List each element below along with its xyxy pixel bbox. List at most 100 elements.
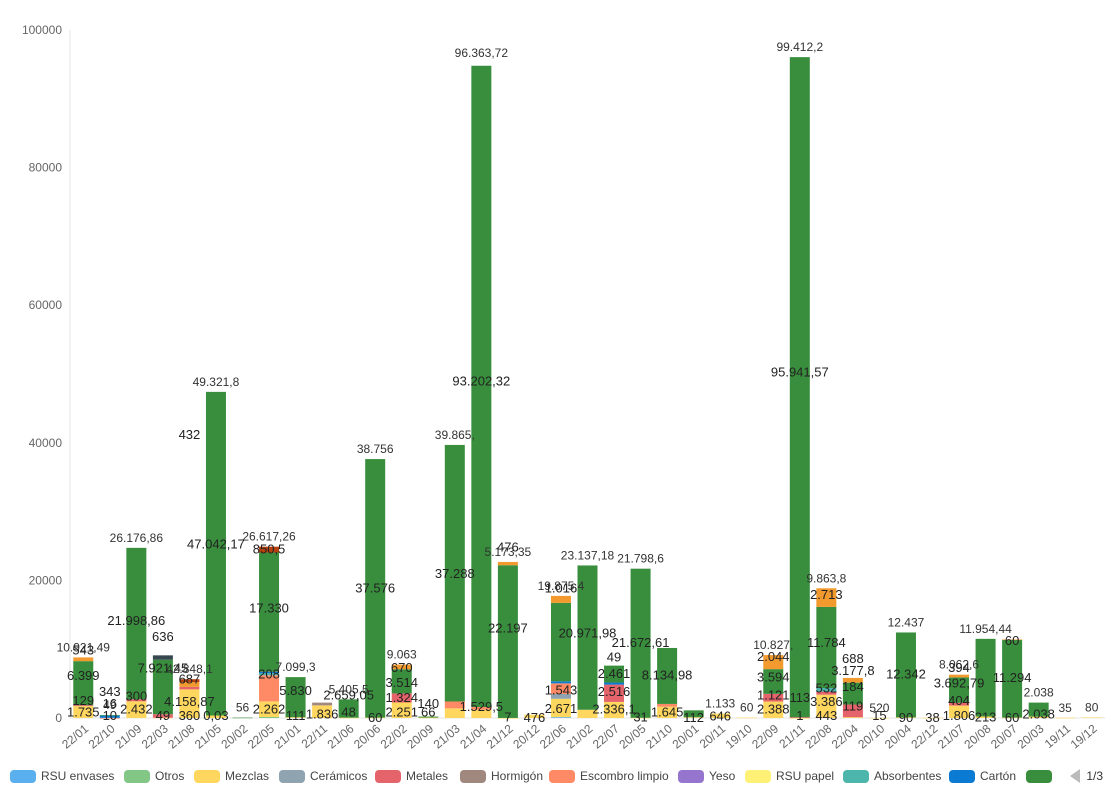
- bar-segment[interactable]: [604, 684, 625, 702]
- bar-segment[interactable]: [922, 717, 943, 719]
- legend-item[interactable]: RSU papel: [745, 764, 834, 788]
- bar-segment[interactable]: [949, 705, 970, 718]
- bar-segment[interactable]: [259, 673, 280, 676]
- bar-segment[interactable]: [126, 699, 147, 702]
- bar-segment[interactable]: [1028, 716, 1049, 718]
- bar-segment[interactable]: [789, 717, 810, 719]
- bar-segment[interactable]: [550, 595, 571, 603]
- bar-segment[interactable]: [1055, 717, 1076, 719]
- legend-item[interactable]: Absorbentes: [843, 764, 941, 788]
- bar-segment[interactable]: [418, 716, 439, 718]
- bar-segment[interactable]: [816, 691, 837, 695]
- bar-segment[interactable]: [657, 647, 678, 704]
- legend-item[interactable]: Mezclas: [194, 764, 269, 788]
- bar-segment[interactable]: [524, 714, 545, 718]
- bar-segment[interactable]: [816, 606, 837, 688]
- bar-segment[interactable]: [763, 655, 784, 670]
- bar-segment[interactable]: [391, 669, 412, 694]
- bar-segment[interactable]: [763, 701, 784, 718]
- bar-segment[interactable]: [1028, 702, 1049, 717]
- bar-segment[interactable]: [391, 664, 412, 670]
- bar-segment[interactable]: [259, 701, 280, 717]
- bar-segment[interactable]: [577, 565, 598, 710]
- bar-segment[interactable]: [736, 717, 757, 719]
- bar-segment[interactable]: [816, 694, 837, 718]
- bar-segment[interactable]: [869, 717, 890, 719]
- legend-item[interactable]: Metales: [375, 764, 448, 788]
- bar-segment[interactable]: [365, 717, 386, 719]
- bar-segment[interactable]: [497, 717, 518, 719]
- bar-segment[interactable]: [789, 57, 810, 718]
- triangle-left-icon[interactable]: [1070, 769, 1081, 783]
- bar-segment[interactable]: [683, 717, 704, 718]
- bar-segment[interactable]: [630, 568, 651, 718]
- bar-segment[interactable]: [789, 717, 810, 718]
- bar-segment[interactable]: [1081, 717, 1102, 719]
- bar-segment[interactable]: [842, 717, 863, 718]
- bar-segment[interactable]: [391, 702, 412, 718]
- bar-segment[interactable]: [471, 709, 492, 718]
- bar-segment[interactable]: [205, 715, 226, 718]
- bar-segment[interactable]: [842, 704, 863, 718]
- bar-segment[interactable]: [205, 391, 226, 716]
- bar-segment[interactable]: [550, 698, 571, 718]
- bar-segment[interactable]: [179, 679, 200, 683]
- bar-segment[interactable]: [842, 682, 863, 705]
- bar-segment[interactable]: [497, 565, 518, 718]
- bar-segment[interactable]: [444, 444, 465, 702]
- bar-segment[interactable]: [949, 702, 970, 706]
- bar-segment[interactable]: [657, 706, 678, 718]
- bar-segment[interactable]: [259, 546, 280, 553]
- bar-segment[interactable]: [657, 703, 678, 707]
- legend-item[interactable]: Cerámicos: [279, 764, 367, 788]
- bar-segment[interactable]: [418, 717, 439, 719]
- bar-segment[interactable]: [949, 677, 970, 703]
- bar-segment[interactable]: [152, 659, 173, 715]
- bar-segment[interactable]: [816, 687, 837, 692]
- bar-segment[interactable]: [73, 705, 94, 707]
- bar-segment[interactable]: [179, 686, 200, 690]
- bar-segment[interactable]: [975, 638, 996, 717]
- bar-segment[interactable]: [312, 705, 333, 718]
- bar-segment[interactable]: [259, 552, 280, 672]
- bar-segment[interactable]: [1002, 717, 1023, 719]
- bar-segment[interactable]: [550, 681, 571, 684]
- bar-segment[interactable]: [975, 716, 996, 718]
- bar-segment[interactable]: [1002, 639, 1023, 641]
- bar-segment[interactable]: [763, 669, 784, 694]
- bar-segment[interactable]: [444, 701, 465, 709]
- bar-segment[interactable]: [126, 547, 147, 700]
- bar-segment[interactable]: [73, 661, 94, 706]
- bar-segment[interactable]: [99, 715, 120, 718]
- bar-segment[interactable]: [338, 699, 359, 718]
- bar-segment[interactable]: [604, 701, 625, 718]
- bar-segment[interactable]: [577, 709, 598, 718]
- bar-segment[interactable]: [895, 632, 916, 718]
- bar-segment[interactable]: [152, 655, 173, 660]
- bar-segment[interactable]: [338, 717, 359, 719]
- bar-segment[interactable]: [232, 717, 253, 719]
- bar-segment[interactable]: [391, 693, 412, 703]
- bar-segment[interactable]: [710, 713, 731, 718]
- bar-segment[interactable]: [444, 708, 465, 718]
- bar-segment[interactable]: [683, 710, 704, 718]
- bar-segment[interactable]: [179, 682, 200, 687]
- bar-segment[interactable]: [285, 717, 306, 718]
- legend-item[interactable]: RSU envases: [10, 764, 114, 788]
- bar-segment[interactable]: [73, 657, 94, 662]
- bar-segment[interactable]: [152, 714, 173, 718]
- bar-segment[interactable]: [471, 65, 492, 707]
- legend-item[interactable]: [1026, 764, 1057, 788]
- bar-segment[interactable]: [604, 682, 625, 685]
- bar-segment[interactable]: [816, 588, 837, 607]
- bar-segment[interactable]: [630, 717, 651, 719]
- bar-segment[interactable]: [179, 689, 200, 718]
- bar-segment[interactable]: [550, 693, 571, 699]
- bar-segment[interactable]: [73, 706, 94, 718]
- bar-segment[interactable]: [259, 716, 280, 718]
- bar-segment[interactable]: [497, 561, 518, 566]
- bar-segment[interactable]: [949, 674, 970, 678]
- legend-item[interactable]: Hormigón: [460, 764, 543, 788]
- bar-segment[interactable]: [285, 677, 306, 718]
- bar-segment[interactable]: [550, 602, 571, 682]
